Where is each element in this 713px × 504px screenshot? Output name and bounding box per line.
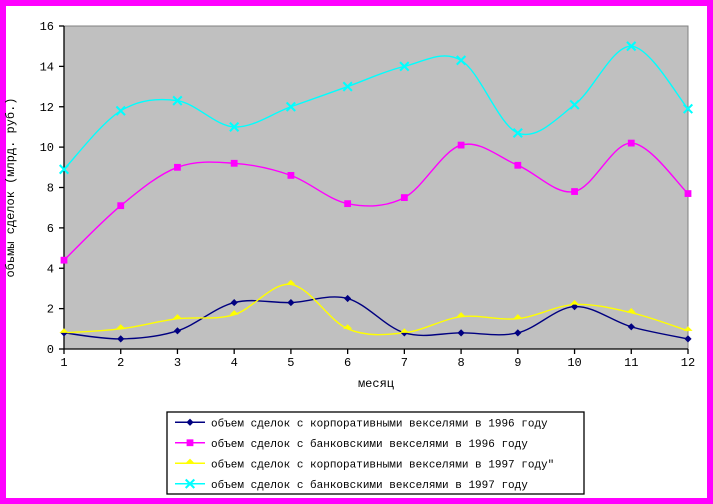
svg-text:11: 11 <box>624 356 638 370</box>
svg-text:месяц: месяц <box>358 377 394 391</box>
svg-text:4: 4 <box>47 262 54 276</box>
svg-text:8: 8 <box>457 356 464 370</box>
svg-text:16: 16 <box>40 20 54 34</box>
svg-text:14: 14 <box>40 60 54 74</box>
svg-text:объем сделок с корпоративными: объем сделок с корпоративными векселями … <box>211 417 548 430</box>
svg-text:8: 8 <box>47 182 54 196</box>
svg-text:2: 2 <box>117 356 124 370</box>
svg-text:объем сделок с банковскими век: объем сделок с банковскими векселями в 1… <box>211 479 528 492</box>
svg-text:6: 6 <box>47 222 54 236</box>
svg-text:объем сделок с корпоративными: объем сделок с корпоративными векселями … <box>211 458 554 471</box>
svg-text:объем сделок с банковскими век: объем сделок с банковскими векселями в 1… <box>211 438 528 451</box>
svg-text:12: 12 <box>40 101 54 115</box>
svg-text:9: 9 <box>514 356 521 370</box>
svg-text:12: 12 <box>681 356 695 370</box>
svg-text:0: 0 <box>47 343 54 357</box>
svg-text:7: 7 <box>401 356 408 370</box>
svg-text:10: 10 <box>40 141 54 155</box>
svg-text:4: 4 <box>231 356 238 370</box>
svg-text:2: 2 <box>47 303 54 317</box>
svg-text:1: 1 <box>60 356 67 370</box>
svg-text:6: 6 <box>344 356 351 370</box>
svg-text:обьмы сделок (млрд. руб.): обьмы сделок (млрд. руб.) <box>4 97 18 277</box>
svg-text:10: 10 <box>567 356 581 370</box>
svg-text:5: 5 <box>287 356 294 370</box>
svg-text:3: 3 <box>174 356 181 370</box>
